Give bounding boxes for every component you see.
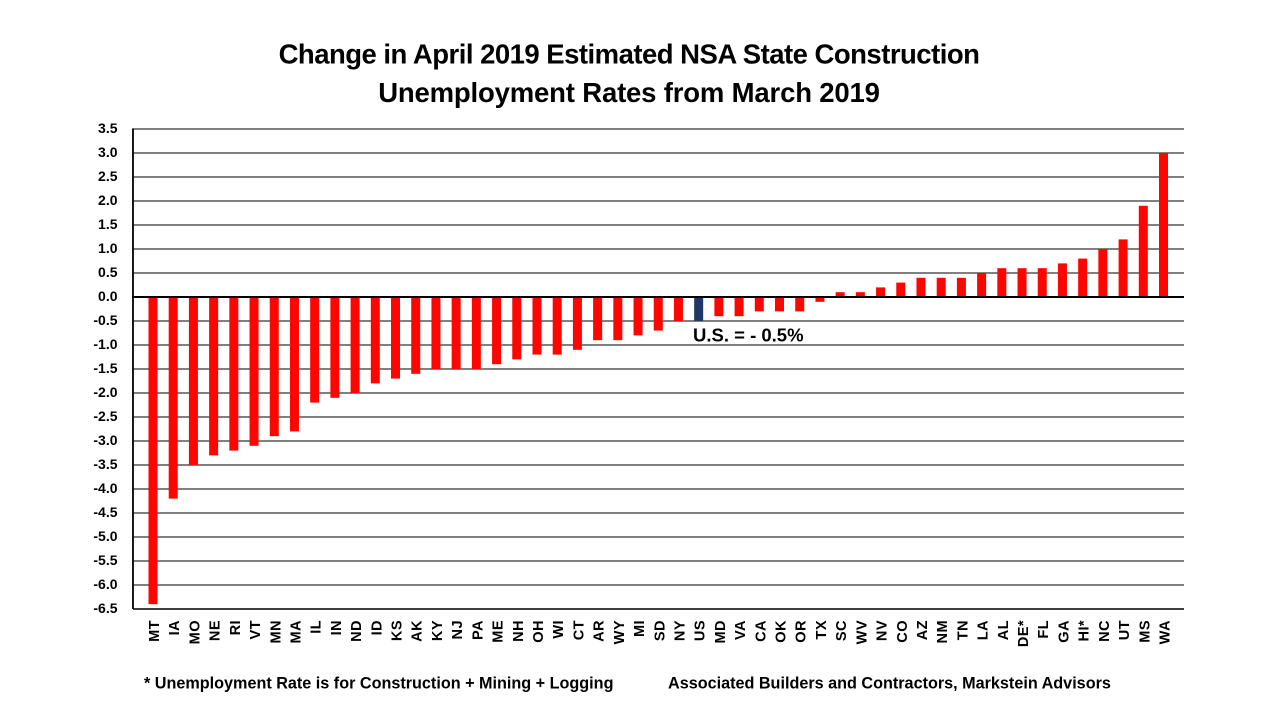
svg-text:AK: AK	[410, 620, 426, 642]
svg-text:LA: LA	[976, 620, 992, 640]
svg-text:NM: NM	[935, 620, 951, 644]
svg-text:-1.5: -1.5	[93, 360, 117, 376]
svg-text:NE: NE	[208, 620, 224, 641]
svg-text:MD: MD	[713, 620, 729, 644]
svg-text:2.0: 2.0	[98, 192, 118, 208]
svg-text:GA: GA	[1056, 620, 1072, 643]
svg-text:-6.5: -6.5	[93, 600, 117, 616]
svg-text:AR: AR	[592, 620, 608, 642]
svg-text:SC: SC	[834, 620, 850, 641]
svg-text:WI: WI	[551, 620, 567, 639]
svg-text:Unemployment Rates from March: Unemployment Rates from March 2019	[378, 77, 880, 108]
svg-text:OR: OR	[794, 620, 810, 643]
svg-text:OH: OH	[531, 620, 547, 643]
svg-text:-3.0: -3.0	[93, 432, 117, 448]
svg-text:-4.5: -4.5	[93, 504, 117, 520]
svg-text:MO: MO	[187, 620, 203, 644]
svg-text:US: US	[693, 620, 709, 641]
svg-text:-5.0: -5.0	[93, 528, 117, 544]
svg-text:TX: TX	[814, 620, 830, 639]
svg-text:NV: NV	[875, 620, 891, 641]
svg-text:WV: WV	[854, 620, 870, 644]
svg-text:MS: MS	[1137, 620, 1153, 643]
svg-text:NJ: NJ	[450, 620, 466, 639]
svg-text:NY: NY	[672, 620, 688, 641]
svg-text:ME: ME	[491, 620, 507, 643]
svg-text:IL: IL	[309, 620, 325, 634]
svg-text:ND: ND	[349, 620, 365, 642]
svg-text:MT: MT	[147, 620, 163, 642]
svg-text:DE*: DE*	[1016, 620, 1032, 647]
svg-text:2.5: 2.5	[98, 168, 118, 184]
svg-text:1.5: 1.5	[98, 216, 118, 232]
svg-text:MN: MN	[268, 620, 284, 644]
svg-text:CA: CA	[753, 620, 769, 642]
svg-text:HI*: HI*	[1077, 620, 1093, 641]
svg-text:WA: WA	[1158, 620, 1174, 644]
svg-text:KY: KY	[430, 620, 446, 641]
svg-text:0.5: 0.5	[98, 264, 118, 280]
svg-text:SD: SD	[652, 620, 668, 641]
svg-text:AL: AL	[996, 620, 1012, 640]
svg-text:RI: RI	[228, 620, 244, 635]
svg-text:AZ: AZ	[915, 620, 931, 640]
svg-text:-2.0: -2.0	[93, 384, 117, 400]
svg-text:IN: IN	[329, 620, 345, 635]
svg-text:Change in April 2019 Estimated: Change in April 2019 Estimated NSA State…	[279, 39, 980, 70]
svg-text:PA: PA	[470, 620, 486, 640]
svg-text:3.0: 3.0	[98, 144, 118, 160]
svg-text:TN: TN	[955, 620, 971, 640]
svg-text:-0.5: -0.5	[93, 312, 117, 328]
svg-text:VA: VA	[733, 620, 749, 640]
svg-text:WY: WY	[612, 620, 628, 644]
svg-text:-5.5: -5.5	[93, 552, 117, 568]
svg-text:KS: KS	[390, 620, 406, 641]
svg-text:CT: CT	[571, 620, 587, 640]
svg-text:-4.0: -4.0	[93, 480, 117, 496]
svg-text:-1.0: -1.0	[93, 336, 117, 352]
svg-text:NH: NH	[511, 620, 527, 642]
svg-text:MI: MI	[632, 620, 648, 637]
svg-text:MA: MA	[288, 620, 304, 644]
svg-text:3.5: 3.5	[98, 120, 118, 136]
svg-text:* Unemployment Rate is for Con: * Unemployment Rate is for Construction …	[144, 675, 613, 693]
svg-text:1.0: 1.0	[98, 240, 118, 256]
svg-text:VT: VT	[248, 620, 264, 639]
svg-text:IA: IA	[167, 620, 183, 635]
svg-text:FL: FL	[1036, 620, 1052, 639]
svg-text:CO: CO	[895, 620, 911, 643]
svg-text:-6.0: -6.0	[93, 576, 117, 592]
svg-text:NC: NC	[1097, 620, 1113, 642]
svg-text:OK: OK	[774, 620, 790, 643]
svg-text:ID: ID	[369, 620, 385, 635]
svg-text:UT: UT	[1117, 620, 1133, 640]
svg-text:0.0: 0.0	[98, 288, 118, 304]
svg-text:U.S. = - 0.5%: U.S. = - 0.5%	[693, 325, 804, 346]
svg-text:-3.5: -3.5	[93, 456, 117, 472]
svg-text:-2.5: -2.5	[93, 408, 117, 424]
svg-text:Associated Builders and Contra: Associated Builders and Contractors, Mar…	[668, 675, 1111, 693]
